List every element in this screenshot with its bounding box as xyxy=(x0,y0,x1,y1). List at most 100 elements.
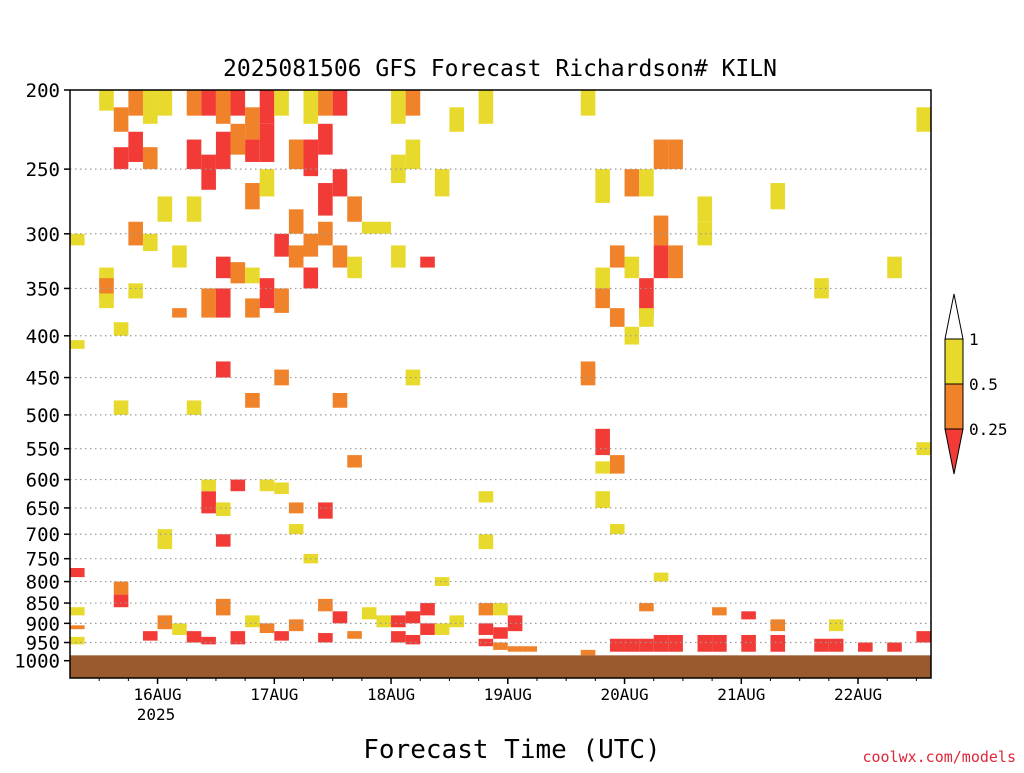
ri-cell xyxy=(624,169,640,197)
ri-cell xyxy=(201,90,216,116)
x-tick-label: 18AUG xyxy=(367,685,415,704)
ri-cell xyxy=(828,619,844,632)
ri-cell xyxy=(361,607,377,620)
ri-cell xyxy=(157,615,173,630)
ri-cell xyxy=(653,572,669,582)
y-tick-label: 300 xyxy=(26,224,60,246)
ri-cell xyxy=(624,326,640,345)
ri-cell xyxy=(858,642,873,652)
ri-cell xyxy=(828,638,844,652)
ri-cell xyxy=(215,288,231,318)
ri-cell xyxy=(157,196,173,222)
ri-cell xyxy=(70,340,85,349)
ri-cell xyxy=(245,615,260,628)
ri-cell xyxy=(113,107,129,132)
ri-cell xyxy=(303,90,319,124)
ri-cell xyxy=(376,615,392,628)
ri-cell xyxy=(186,631,202,643)
ri-cell xyxy=(697,196,713,222)
ri-cell xyxy=(303,233,319,257)
ri-cell xyxy=(201,636,216,645)
ri-cell xyxy=(332,392,348,408)
ri-cell xyxy=(639,169,654,197)
ri-cell xyxy=(113,594,129,608)
y-tick-label: 900 xyxy=(26,613,60,635)
ri-cell xyxy=(347,455,362,468)
credit-label: coolwx.com/models xyxy=(862,748,1016,766)
legend-label: 0.25 xyxy=(969,420,1008,439)
ri-cell xyxy=(361,221,377,234)
x-axis-label: Forecast Time (UTC) xyxy=(363,735,660,765)
ri-cell xyxy=(770,619,786,632)
ri-cell xyxy=(70,233,85,246)
ri-cell xyxy=(347,196,362,222)
ri-cell xyxy=(668,634,683,652)
ri-cell xyxy=(741,611,756,620)
ri-cell xyxy=(391,154,406,184)
ri-cell xyxy=(274,631,289,641)
ri-cell xyxy=(887,642,902,652)
ri-cell xyxy=(580,649,596,656)
ri-cell xyxy=(434,623,450,635)
ri-cell xyxy=(201,154,216,190)
y-tick-label: 600 xyxy=(26,470,60,492)
legend-arrow-top xyxy=(944,293,964,340)
ri-cell xyxy=(624,638,640,652)
ri-cell xyxy=(478,534,494,550)
ri-cell xyxy=(595,169,610,203)
ri-cell xyxy=(653,634,669,652)
ri-cell xyxy=(113,400,129,415)
ri-cell xyxy=(697,221,713,246)
y-tick-label: 950 xyxy=(26,633,60,655)
ri-cell xyxy=(70,625,85,630)
ri-cell xyxy=(215,534,231,547)
ri-cell xyxy=(318,633,333,643)
y-tick-label: 650 xyxy=(26,498,60,520)
ri-cell xyxy=(259,278,275,309)
ri-cell xyxy=(274,482,289,495)
x-tick-label: 16AUG xyxy=(133,685,181,704)
y-axis-ticks: 200 250 300 350 400 450 500 550 600 650 700 7508008… xyxy=(14,80,70,673)
ri-cell xyxy=(478,603,494,616)
ri-cell xyxy=(230,90,246,116)
ri-cell xyxy=(318,598,333,612)
ri-cell xyxy=(916,107,931,132)
x-tick-label: 20AUG xyxy=(600,685,648,704)
ri-cell xyxy=(347,631,362,639)
ri-cell xyxy=(712,634,727,652)
ri-cell xyxy=(230,479,246,492)
ri-cell xyxy=(128,283,143,299)
ri-cell xyxy=(668,245,683,279)
ri-cell xyxy=(405,369,421,386)
ri-cell xyxy=(478,90,494,124)
ri-cell xyxy=(113,581,129,595)
ri-cell xyxy=(201,491,216,514)
plot-frame xyxy=(69,89,932,679)
chart-title: 2025081506 GFS Forecast Richardson# KILN xyxy=(223,56,777,82)
ri-cell xyxy=(332,611,348,624)
ri-cell xyxy=(70,568,85,578)
ri-cell xyxy=(595,491,610,508)
ri-cell xyxy=(99,90,114,111)
ri-cell xyxy=(916,631,931,643)
ri-cell xyxy=(245,267,260,284)
ri-cell xyxy=(128,131,143,162)
ri-cell xyxy=(347,256,362,279)
ri-cell xyxy=(288,209,304,234)
ri-cell xyxy=(215,131,231,170)
ri-cell xyxy=(434,169,450,197)
ri-cell xyxy=(303,139,319,177)
ri-cell xyxy=(668,139,683,170)
x-tick-label: 21AUG xyxy=(717,685,765,704)
ri-cell xyxy=(391,245,406,268)
ri-cell xyxy=(186,196,202,222)
ri-cell xyxy=(814,638,829,652)
ri-cell xyxy=(405,634,421,645)
ri-cell xyxy=(770,634,786,652)
y-tick-label: 800 xyxy=(26,572,60,594)
ri-cell xyxy=(420,603,435,616)
ri-cell xyxy=(332,90,348,116)
ri-cell xyxy=(609,455,625,474)
ri-cell xyxy=(245,107,260,140)
